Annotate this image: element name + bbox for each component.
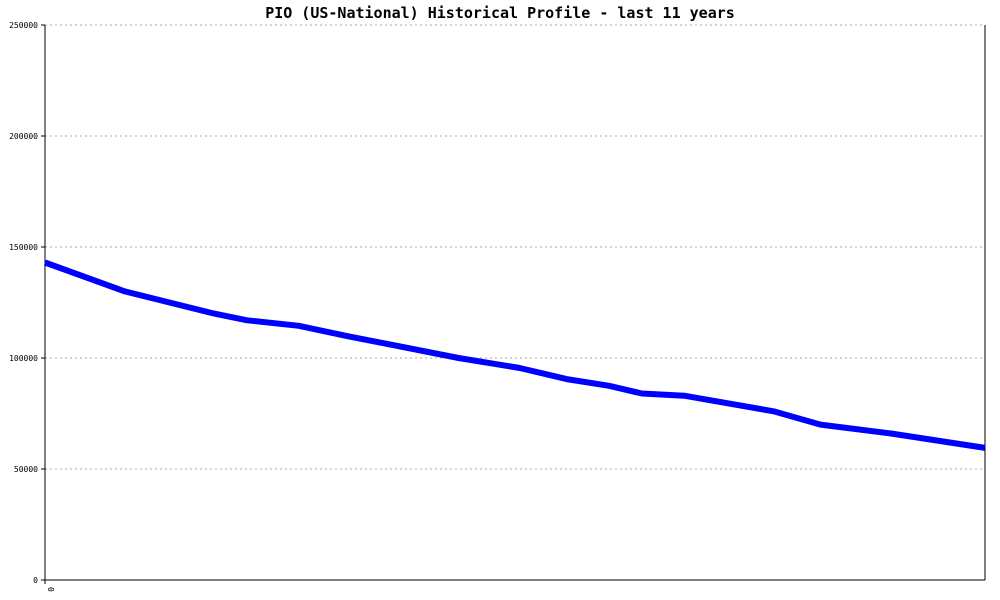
y-tick-label: 0	[33, 576, 38, 585]
y-tick-label: 250000	[9, 21, 38, 30]
y-tick-label: 200000	[9, 132, 38, 141]
y-tick-label: 150000	[9, 243, 38, 252]
y-axis-ticks: 0 50000 100000 150000 200000 250000	[9, 21, 45, 585]
chart-title: PIO (US-National) Historical Profile - l…	[265, 4, 735, 22]
series-line	[43, 259, 986, 451]
series	[43, 259, 986, 451]
y-tick-label: 100000	[9, 354, 38, 363]
grid-lines	[45, 24, 985, 470]
x-axis-ticks: 0	[44, 580, 55, 592]
axes	[44, 25, 986, 581]
y-tick-label: 50000	[14, 465, 38, 474]
x-tick-label: 0	[46, 587, 55, 592]
